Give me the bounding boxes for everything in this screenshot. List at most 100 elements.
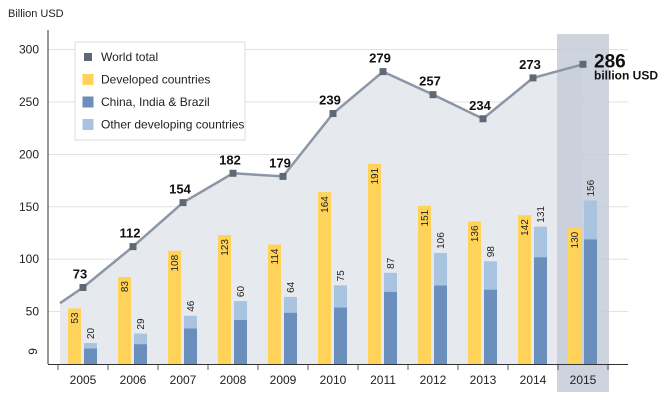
- world-total-marker-2007: [179, 199, 187, 207]
- legend-label-3: Other developing countries: [101, 118, 244, 132]
- bar-other-2013: [484, 261, 497, 290]
- bar-developed-2013: [468, 221, 481, 364]
- label-developing-2013: 98: [486, 246, 497, 258]
- label-developing-2009: 64: [286, 281, 297, 293]
- world-total-marker-2008: [229, 169, 237, 177]
- world-total-label-2007: 154: [169, 182, 191, 197]
- y-tick-label-150: 150: [19, 200, 39, 214]
- legend-label-0: World total: [101, 50, 158, 64]
- world-total-marker-2009: [279, 172, 287, 180]
- label-developed-2015: 130: [570, 231, 581, 248]
- legend-swatch-0: [84, 53, 92, 61]
- bar-other-2010: [334, 285, 347, 308]
- bar-cib-2012: [434, 285, 447, 364]
- world-total-label-2014: 273: [519, 57, 541, 72]
- bar-other-2014: [534, 226, 547, 258]
- bar-cib-2010: [334, 307, 347, 364]
- world-total-unit-label: billion USD: [594, 68, 658, 82]
- bar-developed-2010: [318, 192, 331, 364]
- world-total-marker-2005: [79, 283, 87, 291]
- y-tick-label-50: 50: [26, 305, 40, 319]
- bar-other-2008: [234, 301, 247, 320]
- bar-other-2009: [284, 296, 297, 313]
- bar-developed-2014: [518, 215, 531, 364]
- bar-developed-2011: [368, 163, 381, 364]
- bar-cib-2011: [384, 291, 397, 364]
- label-developed-2008: 123: [220, 239, 231, 256]
- bar-other-2005: [84, 343, 97, 349]
- bar-cib-2008: [234, 319, 247, 364]
- label-developing-2011: 87: [386, 257, 397, 269]
- y-tick-label-250: 250: [19, 95, 39, 109]
- y-tick-label-200: 200: [19, 147, 39, 161]
- data-labels: 53 20 83 29 108 46 123 60 114 64 164 75 191 87 151 106 1…: [70, 51, 658, 339]
- world-total-label-2005: 73: [73, 266, 87, 281]
- y-tick-label-300: 300: [19, 43, 39, 57]
- bar-other-2015: [584, 200, 597, 240]
- legend-swatch-2: [82, 96, 94, 108]
- x-tick-label-2009: 2009: [270, 373, 297, 387]
- axes: 50 100 150 200 250 300 9 Billion USD 2005 2006 200…: [8, 8, 628, 387]
- highlight-band: [557, 34, 609, 392]
- x-tick-label-2011: 2011: [370, 373, 396, 387]
- bar-cib-2005: [84, 348, 97, 364]
- label-developed-2012: 151: [420, 209, 431, 226]
- x-tick-label-2014: 2014: [520, 373, 547, 387]
- bar-cib-2014: [534, 257, 547, 364]
- world-total-polyline: [59, 63, 584, 305]
- label-developing-2005: 20: [86, 327, 97, 339]
- label-developed-2011: 191: [370, 167, 381, 184]
- x-tick-label-2008: 2008: [220, 373, 247, 387]
- bar-developed-2009: [268, 244, 281, 364]
- x-tick-label-2007: 2007: [170, 373, 197, 387]
- legend-label-2: China, India & Brazil: [101, 95, 210, 109]
- bar-developed-2015: [568, 227, 581, 364]
- bar-other-2011: [384, 272, 397, 292]
- label-developing-2014: 131: [536, 206, 547, 223]
- x-tick-label-2010: 2010: [320, 373, 347, 387]
- x-tick-label-2006: 2006: [120, 373, 147, 387]
- y-tick-label-100: 100: [19, 252, 39, 266]
- world-total-label-2008: 182: [219, 152, 241, 167]
- world-total-label-2010: 239: [319, 93, 341, 108]
- bar-other-2012: [434, 252, 447, 286]
- label-developing-2007: 46: [186, 300, 197, 312]
- legend: World total Developed countries China, Ind…: [74, 41, 246, 141]
- label-developed-2014: 142: [520, 219, 531, 236]
- x-tick-label-2015: 2015: [570, 373, 597, 387]
- highlight-band-2015: [557, 34, 609, 392]
- bar-other-2007: [184, 315, 197, 329]
- x-tick-label-2005: 2005: [70, 373, 97, 387]
- label-developed-2005: 53: [70, 312, 81, 324]
- world-total-line: [59, 60, 587, 305]
- world-total-marker-2015: [579, 60, 587, 68]
- bar-developed-2008: [218, 235, 231, 364]
- label-developing-2006: 29: [136, 318, 147, 330]
- label-developing-2012: 106: [436, 232, 447, 249]
- bar-cib-2013: [484, 289, 497, 364]
- bar-developed-2005: [68, 308, 81, 364]
- label-developing-2015: 156: [586, 179, 597, 196]
- bar-cib-2009: [284, 312, 297, 364]
- world-total-marker-2014: [529, 74, 537, 82]
- world-total-marker-2013: [479, 115, 487, 123]
- world-total-marker-2012: [429, 91, 437, 99]
- label-developing-2008: 60: [236, 286, 247, 298]
- bar-developed-2006: [118, 277, 131, 364]
- y-axis-label: Billion USD: [8, 8, 64, 20]
- legend-swatch-1: [82, 74, 94, 85]
- world-total-marker-2006: [129, 243, 137, 251]
- world-total-label-2006: 112: [120, 226, 141, 241]
- x-tick-label-2013: 2013: [470, 373, 497, 387]
- label-developed-2013: 136: [470, 225, 481, 242]
- world-total-marker-2010: [329, 110, 337, 118]
- legend-label-1: Developed countries: [101, 73, 210, 87]
- bar-cib-2015: [584, 239, 597, 364]
- world-total-label-2013: 234: [469, 98, 491, 113]
- x-tick-label-2012: 2012: [420, 373, 447, 387]
- world-total-label-2012: 257: [419, 74, 441, 89]
- label-developed-2006: 83: [120, 281, 131, 293]
- world-total-label-2015: 286: [594, 51, 626, 72]
- label-developing-2010: 75: [336, 270, 347, 282]
- bars: [68, 163, 597, 364]
